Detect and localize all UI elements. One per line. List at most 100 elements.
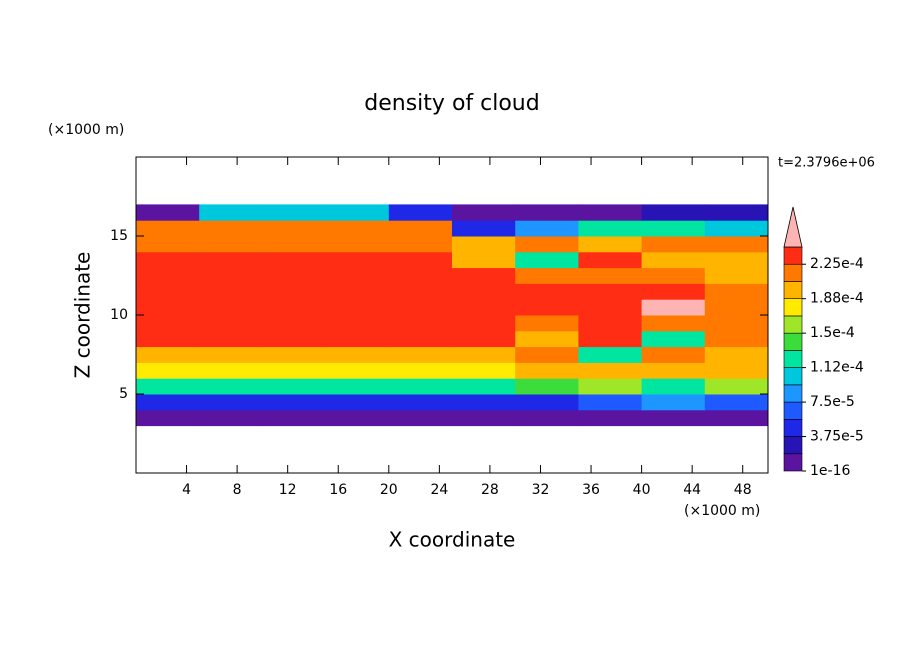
cell [262, 315, 327, 332]
colorbar-band [783, 436, 803, 455]
cell [199, 378, 263, 395]
y-unit: (×1000 m) [48, 122, 124, 138]
cell [641, 330, 706, 348]
cell [325, 299, 390, 316]
cell [136, 378, 200, 395]
x-tick-label: 28 [481, 482, 499, 498]
cell [578, 330, 643, 348]
cell [388, 315, 453, 332]
x-tick-label: 32 [532, 482, 550, 498]
cell [452, 330, 516, 348]
cell [578, 299, 643, 316]
cell [136, 204, 200, 221]
cell [515, 283, 579, 300]
cell [515, 330, 579, 348]
cell [515, 409, 579, 427]
cell [641, 362, 706, 379]
cell [388, 378, 453, 395]
cell [578, 220, 643, 237]
cell [578, 236, 643, 253]
colorbar-label: 1.5e-4 [810, 325, 855, 341]
cell [136, 251, 200, 269]
cell [452, 409, 516, 427]
cell [704, 315, 769, 332]
cell [452, 204, 516, 221]
cell [325, 267, 390, 284]
cell [704, 409, 769, 427]
cell [578, 267, 643, 284]
colorbar-band [783, 419, 803, 437]
cell [704, 283, 769, 300]
cell [515, 378, 579, 395]
cell [704, 394, 769, 411]
cell [515, 315, 579, 332]
chart-title: density of cloud [364, 91, 539, 116]
cell [388, 362, 453, 379]
cell [641, 204, 706, 221]
colorbar-extend [783, 206, 803, 248]
cell [704, 378, 769, 395]
cell [641, 315, 706, 332]
colorbar-band [783, 298, 803, 317]
x-unit: (×1000 m) [684, 503, 760, 519]
cell [325, 251, 390, 269]
cell [388, 283, 453, 300]
cell [199, 346, 263, 363]
cell [704, 362, 769, 379]
cell [388, 220, 453, 237]
y-tick-label: 15 [110, 228, 128, 244]
cell [578, 315, 643, 332]
cell [388, 236, 453, 253]
x-tick-label: 8 [233, 482, 242, 498]
cell [325, 409, 390, 427]
cell [199, 236, 263, 253]
cell [515, 346, 579, 363]
cell [199, 283, 263, 300]
cell [199, 251, 263, 269]
cell [262, 251, 327, 269]
x-axis-title: X coordinate [389, 528, 516, 552]
cell [515, 362, 579, 379]
cell [388, 330, 453, 348]
cell [262, 267, 327, 284]
colorbar-band [783, 263, 803, 282]
cell [262, 394, 327, 411]
colorbar-band [783, 281, 803, 299]
cell [515, 251, 579, 269]
cell [199, 330, 263, 348]
cell [325, 315, 390, 332]
cell [136, 362, 200, 379]
cell [704, 267, 769, 284]
cell [262, 204, 327, 221]
x-tick-label: 4 [182, 482, 191, 498]
cell [199, 394, 263, 411]
cell [262, 283, 327, 300]
cell [136, 236, 200, 253]
time-label: t=2.3796e+06 [778, 156, 875, 171]
colorbar-label: 3.75e-5 [810, 429, 864, 445]
cell [452, 236, 516, 253]
cell [515, 204, 579, 221]
cell [262, 409, 327, 427]
cell [199, 299, 263, 316]
cell [136, 330, 200, 348]
cell [704, 299, 769, 316]
cell [136, 394, 200, 411]
cell [388, 204, 453, 221]
cell [578, 394, 643, 411]
cell [199, 267, 263, 284]
cell [199, 409, 263, 427]
colorbar-band [783, 246, 803, 265]
cell [452, 346, 516, 363]
cell [325, 362, 390, 379]
cell [452, 394, 516, 411]
cell [641, 346, 706, 363]
cell [262, 236, 327, 253]
cell [641, 299, 706, 316]
colorbar-band [783, 453, 803, 472]
x-tick-label: 16 [329, 482, 347, 498]
cell [704, 236, 769, 253]
cell [641, 236, 706, 253]
